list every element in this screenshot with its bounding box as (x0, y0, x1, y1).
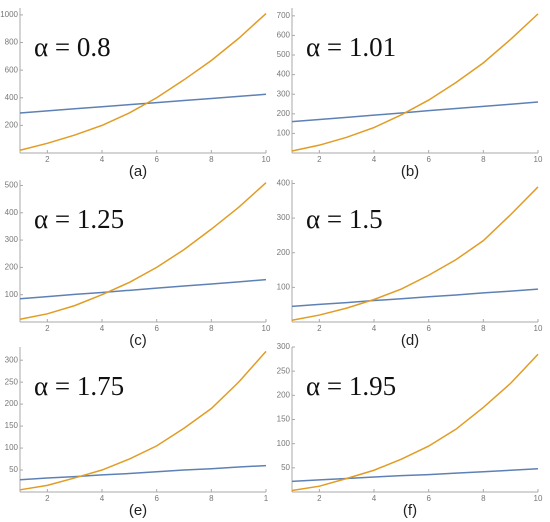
y-tick-label: 250 (277, 366, 291, 375)
line-series (19, 350, 267, 491)
annotation: α = 1.95 (306, 371, 396, 401)
x-tick-label: 2 (45, 324, 50, 333)
x-tick-label: 2 (317, 494, 322, 503)
x-tick-label: 10 (534, 494, 543, 503)
y-tick-label: 400 (277, 70, 291, 79)
x-tick-label: 6 (154, 494, 159, 503)
caption: (c) (129, 332, 147, 349)
y-tick-label: 200 (5, 399, 19, 408)
y-tick-label: 300 (277, 213, 291, 222)
x-tick-label: 8 (209, 324, 214, 333)
line-series (291, 353, 539, 492)
y-tick-label: 600 (5, 65, 19, 74)
y-tick-label: 200 (5, 120, 19, 129)
y-tick-label: 150 (5, 421, 19, 430)
y-tick-label: 800 (5, 38, 19, 47)
line-series (19, 93, 267, 114)
line-series (19, 182, 267, 321)
y-tick-label: 300 (277, 89, 291, 98)
line-series (291, 186, 539, 322)
x-tick-label: 4 (100, 494, 105, 503)
line-series (19, 278, 267, 300)
x-tick-label: 10 (262, 155, 271, 164)
caption: (a) (129, 163, 147, 180)
y-tick-label: 300 (5, 235, 19, 244)
annotation: α = 0.8 (34, 32, 111, 62)
line-series (291, 468, 539, 483)
x-tick-label: 8 (481, 324, 486, 333)
line-series (19, 12, 267, 151)
x-tick-label: 4 (372, 324, 377, 333)
y-tick-label: 100 (277, 439, 291, 448)
y-tick-label: 1000 (0, 10, 18, 19)
x-tick-label: 4 (372, 494, 377, 503)
x-tick-label: 4 (372, 155, 377, 164)
line-series (291, 101, 539, 123)
y-tick-label: 100 (5, 290, 19, 299)
y-tick-label: 200 (277, 109, 291, 118)
y-tick-label: 100 (277, 129, 291, 138)
caption: (b) (401, 163, 419, 180)
x-tick-label: 4 (100, 155, 105, 164)
x-tick-label: 6 (426, 155, 431, 164)
x-tick-label: 4 (100, 324, 105, 333)
x-tick-label: 6 (154, 155, 159, 164)
x-tick-label: 6 (154, 324, 159, 333)
x-tick-label: 1 (264, 494, 269, 503)
y-tick-label: 400 (277, 179, 291, 188)
x-tick-label: 10 (534, 155, 543, 164)
x-tick-label: 8 (209, 155, 214, 164)
x-tick-label: 8 (209, 494, 214, 503)
x-tick-label: 10 (262, 324, 271, 333)
y-tick-label: 50 (281, 463, 290, 472)
x-tick-label: 2 (317, 155, 322, 164)
y-tick-label: 100 (5, 443, 19, 452)
y-tick-label: 600 (277, 31, 291, 40)
y-tick-label: 200 (277, 248, 291, 257)
y-tick-label: 400 (5, 208, 19, 217)
x-tick-label: 8 (481, 494, 486, 503)
annotation: α = 1.25 (34, 204, 124, 234)
y-tick-label: 50 (9, 465, 18, 474)
annotation: α = 1.75 (34, 371, 124, 401)
y-tick-label: 100 (277, 282, 291, 291)
y-tick-label: 400 (5, 93, 19, 102)
annotation: α = 1.5 (306, 204, 383, 234)
y-tick-label: 500 (277, 50, 291, 59)
line-series (291, 288, 539, 308)
y-tick-label: 700 (277, 11, 291, 20)
line-series (291, 13, 539, 152)
y-tick-label: 200 (277, 390, 291, 399)
x-tick-label: 10 (534, 324, 543, 333)
annotation: α = 1.01 (306, 32, 396, 62)
y-tick-label: 300 (5, 355, 19, 364)
y-tick-label: 200 (5, 262, 19, 271)
x-tick-label: 6 (426, 494, 431, 503)
caption: (d) (401, 332, 419, 349)
line-series (19, 464, 267, 481)
x-tick-label: 6 (426, 324, 431, 333)
x-tick-label: 8 (481, 155, 486, 164)
caption: (f) (403, 502, 417, 519)
y-tick-label: 150 (277, 415, 291, 424)
x-tick-label: 2 (45, 494, 50, 503)
y-tick-label: 300 (277, 342, 291, 351)
caption: (e) (129, 502, 147, 519)
y-tick-label: 250 (5, 377, 19, 386)
y-tick-label: 500 (5, 181, 19, 190)
x-tick-label: 2 (317, 324, 322, 333)
x-tick-label: 2 (45, 155, 50, 164)
